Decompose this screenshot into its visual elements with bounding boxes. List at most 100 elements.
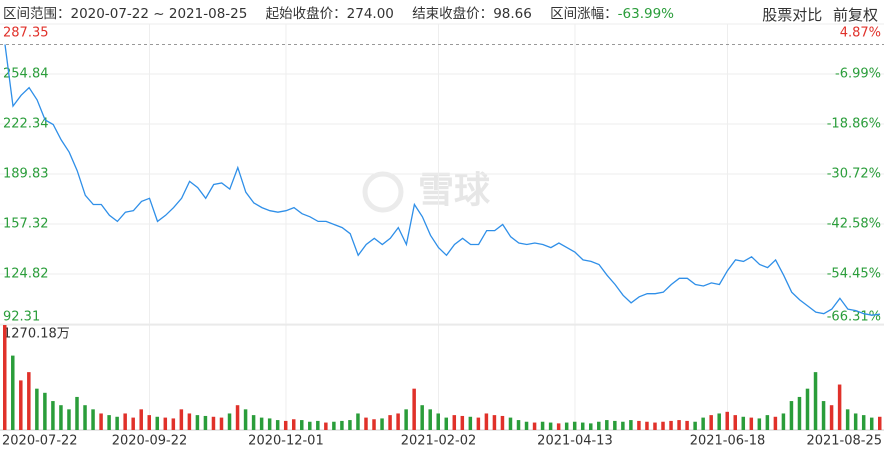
volume-bar	[540, 421, 545, 430]
volume-bar	[484, 413, 489, 430]
y-tick-label: 189.83	[3, 167, 49, 182]
x-tick-label: 2020-07-22	[2, 434, 78, 449]
volume-bar	[725, 411, 729, 430]
volume-bar	[35, 388, 39, 430]
watermark: 雪球	[362, 170, 491, 213]
y-tick-label: 287.35	[3, 26, 49, 41]
volume-tick-label: 1270.18万	[3, 327, 70, 342]
volume-bar	[155, 416, 160, 430]
volume-bar	[340, 420, 344, 430]
y2-tick-label: -30.72%	[827, 167, 881, 182]
volume-bar	[251, 415, 256, 430]
volume-bar	[107, 415, 111, 430]
volume-bar	[356, 413, 360, 430]
y2-tick-label: -42.58%	[827, 216, 881, 231]
volume-bar	[91, 409, 95, 430]
y2-tick-label: -66.31%	[827, 310, 881, 325]
volume-bar	[733, 415, 738, 430]
volume-bar	[709, 415, 713, 430]
volume-bar	[556, 423, 561, 430]
x-tick-label: 2020-09-22	[112, 434, 188, 449]
volume-bar	[428, 409, 432, 430]
y2-tick-label: -18.86%	[827, 117, 881, 132]
volume-bar	[500, 415, 505, 430]
volume-bar	[789, 401, 794, 430]
volume-bar	[492, 415, 497, 430]
y-tick-label: 124.82	[3, 266, 49, 281]
volume-bar	[171, 418, 176, 430]
volume-bar	[388, 415, 392, 430]
volume-bar	[308, 421, 312, 430]
volume-bar	[123, 413, 127, 430]
volume-bar	[275, 420, 280, 430]
adjust-button[interactable]: 前复权	[832, 6, 878, 24]
volume-bar	[580, 422, 585, 430]
volume-bar	[508, 417, 513, 430]
x-tick-label: 2021-04-13	[537, 434, 613, 449]
volume-bar	[444, 417, 449, 430]
volume-bar	[661, 421, 665, 430]
volume-bar	[348, 420, 352, 430]
volume-bar	[51, 401, 55, 430]
compare-button[interactable]: 股票对比	[762, 6, 823, 24]
volume-bar	[412, 388, 416, 430]
volume-bar	[685, 420, 689, 430]
volume-bar	[203, 415, 208, 430]
watermark-text: 雪球	[418, 170, 491, 211]
volume-bar	[195, 415, 200, 430]
volume-bar	[645, 421, 649, 430]
volume-bar	[163, 417, 168, 430]
volume-bar	[115, 416, 119, 430]
volume-bar	[43, 392, 47, 430]
volume-bar	[749, 417, 754, 430]
volume-bar	[821, 401, 826, 430]
volume-bar	[404, 409, 408, 430]
volume-bar	[187, 413, 192, 430]
volume-bar	[572, 421, 577, 430]
volume-bar	[332, 421, 336, 430]
y-tick-label: 254.84	[3, 67, 49, 82]
volume-bar	[524, 421, 529, 430]
volume-bar	[3, 325, 7, 430]
volume-bar	[283, 420, 288, 430]
end-date: 2021-08-25	[168, 6, 248, 22]
y2-tick-label: -54.45%	[827, 267, 881, 282]
change-label: 区间涨幅：	[550, 6, 618, 22]
start-close-label: 起始收盘价：	[265, 6, 347, 22]
volume-bar	[805, 388, 810, 430]
toolbar: 股票对比 前复权	[756, 4, 878, 25]
x-tick-label: 2020-12-01	[248, 434, 324, 449]
volume-bar	[396, 413, 400, 430]
volume-bar	[605, 420, 609, 430]
volume-bar	[19, 380, 23, 430]
volume-bar	[797, 396, 802, 430]
volume-bar	[765, 415, 770, 430]
volume-bar	[853, 413, 858, 430]
volume-bar	[781, 413, 786, 430]
volume-bar	[861, 415, 866, 430]
volume-bar	[669, 420, 673, 430]
volume-bar	[27, 372, 31, 430]
volume-bar	[267, 418, 272, 430]
volume-bar	[436, 413, 440, 430]
volume-bar	[701, 417, 705, 430]
end-close-label: 结束收盘价：	[412, 6, 494, 22]
volume-bar	[99, 413, 103, 430]
volume-bar	[548, 422, 553, 430]
volume-bar	[476, 417, 481, 430]
volume-bar	[364, 417, 368, 430]
volume-bar	[717, 413, 721, 430]
volume-bar	[637, 420, 641, 430]
volume-bar	[179, 409, 184, 430]
volume-bar	[291, 419, 296, 430]
volume-bar	[211, 416, 216, 430]
volume-bar	[621, 421, 625, 430]
start-date: 2020-07-22	[70, 6, 149, 22]
volume-bar	[516, 420, 521, 430]
y-tick-label: 157.32	[3, 217, 49, 232]
volume-bar	[837, 384, 842, 430]
x-tick-label: 2021-08-25	[806, 434, 882, 449]
volume-bar	[741, 416, 746, 430]
volume-bar	[219, 417, 224, 430]
